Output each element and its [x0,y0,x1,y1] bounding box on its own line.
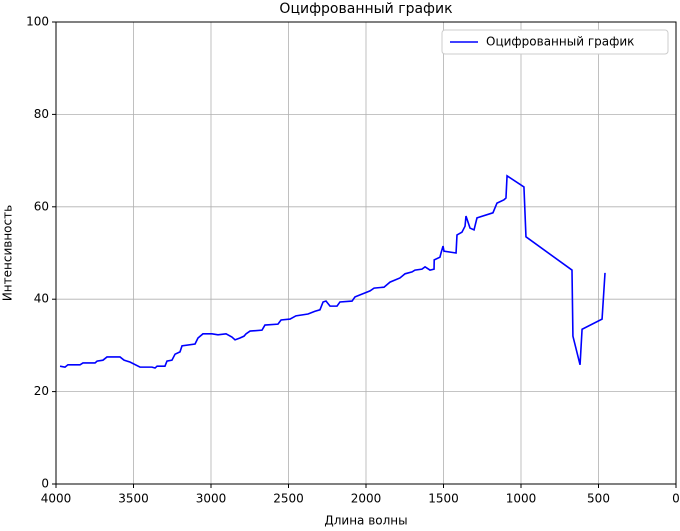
y-tick-label: 80 [34,107,49,121]
x-tick-label: 3500 [118,492,149,506]
x-axis-label: Длина волны [324,514,407,528]
line [59,174,606,369]
x-tick-label: 2000 [351,492,382,506]
y-tick-label: 60 [34,199,49,213]
x-tick-label: 500 [587,492,610,506]
x-tick-label: 3000 [196,492,227,506]
y-tick-label: 0 [41,477,49,491]
y-tick-label: 40 [34,292,49,306]
legend-box [441,29,669,55]
x-tick-label: 0 [672,492,680,506]
y-tick-label: 100 [26,15,49,29]
plot-frame [55,21,677,485]
x-tick-label: 1000 [506,492,537,506]
y-axis-label: Интенсивность [1,205,15,301]
y-tick-label: 20 [34,384,49,398]
x-tick-label: 4000 [41,492,72,506]
chart-title: Оцифрованный график [279,1,452,17]
x-tick-label: 2500 [273,492,304,506]
legend-label: Оцифрованный график [486,35,634,49]
x-tick-label: 1500 [428,492,459,506]
